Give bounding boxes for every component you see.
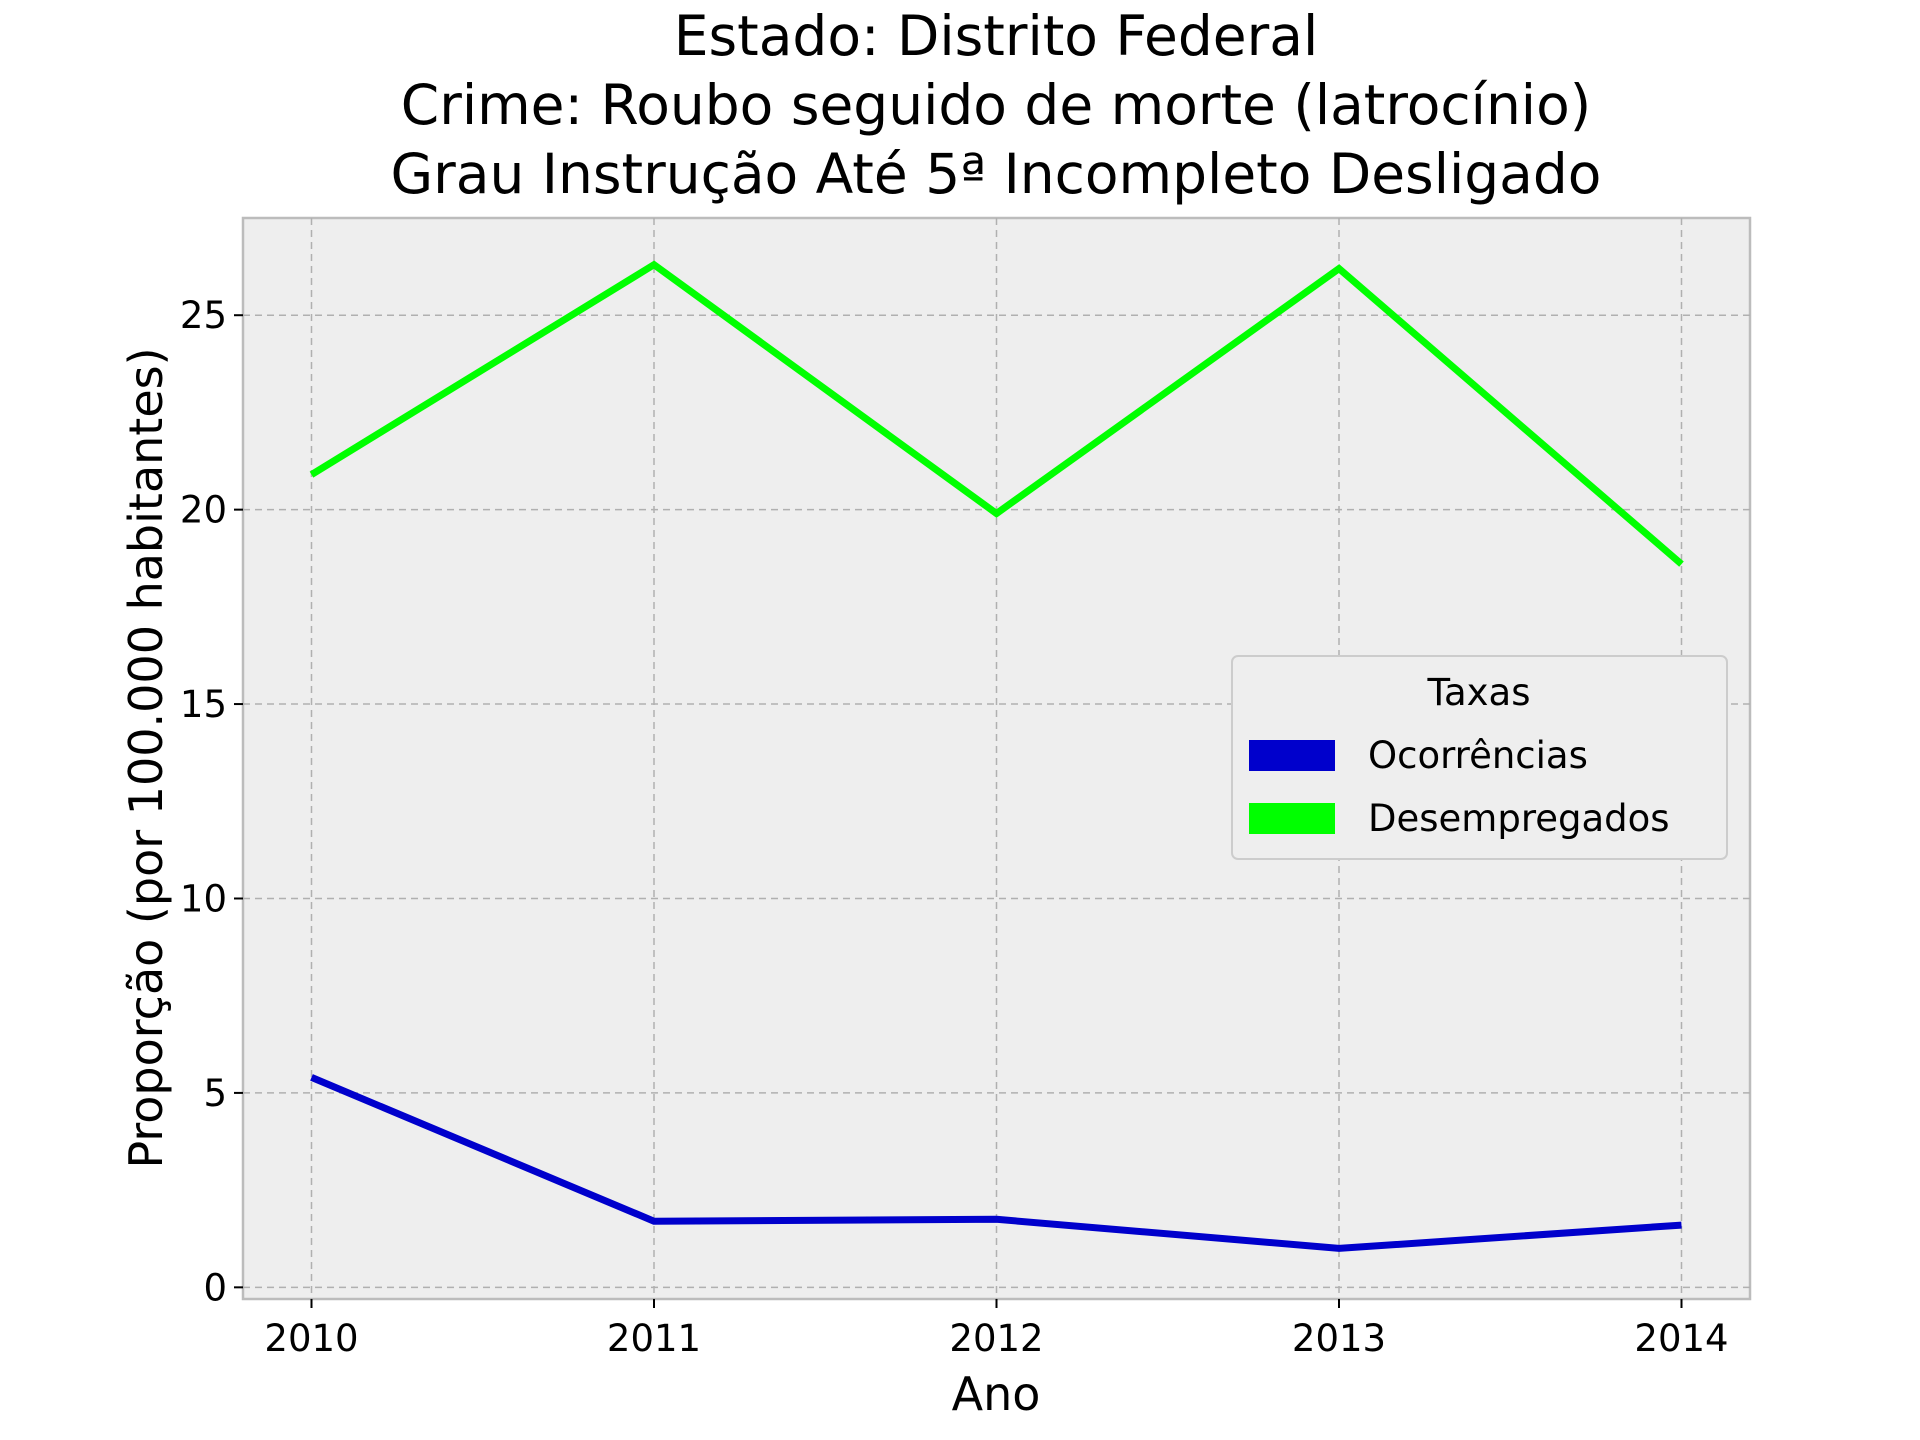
y-tick-label: 25	[180, 294, 227, 337]
title-line-2: Crime: Roubo seguido de morte (latrocíni…	[401, 73, 1591, 137]
legend-label-desempregados: Desempregados	[1368, 797, 1670, 840]
x-tick-label: 2013	[1292, 1317, 1386, 1360]
ticks: 2010 2011 2012 2013 2014 0 5 10 15 20 25	[180, 294, 1729, 1360]
legend-label-ocorrencias: Ocorrências	[1368, 734, 1588, 777]
chart-title: Estado: Distrito Federal Crime: Roubo se…	[391, 4, 1602, 206]
series-lines	[309, 260, 1684, 1252]
x-axis-label: Ano	[952, 1367, 1041, 1421]
x-tick-label: 2011	[607, 1317, 701, 1360]
x-tick-label: 2010	[264, 1317, 358, 1360]
title-line-1: Estado: Distrito Federal	[674, 4, 1319, 68]
series-line-ocorrencias	[310, 1074, 1682, 1252]
series-line-desempregados	[309, 260, 1684, 567]
legend: Taxas Ocorrências Desempregados	[1231, 655, 1728, 860]
y-tick-label: 0	[203, 1266, 227, 1309]
x-tick-label: 2014	[1634, 1317, 1728, 1360]
y-tick-label: 15	[180, 683, 227, 726]
y-axis-label: Proporção (por 100.000 habitantes)	[119, 347, 173, 1168]
legend-swatch-ocorrencias	[1249, 740, 1335, 771]
legend-title: Taxas	[1427, 671, 1531, 714]
y-tick-label: 20	[180, 489, 227, 532]
y-tick-label: 5	[203, 1072, 227, 1115]
legend-box	[1231, 655, 1728, 860]
y-tick-label: 10	[180, 877, 227, 920]
legend-swatch-desempregados	[1249, 803, 1335, 834]
x-tick-label: 2012	[949, 1317, 1043, 1360]
title-line-3: Grau Instrução Até 5ª Incompleto Desliga…	[391, 142, 1602, 206]
